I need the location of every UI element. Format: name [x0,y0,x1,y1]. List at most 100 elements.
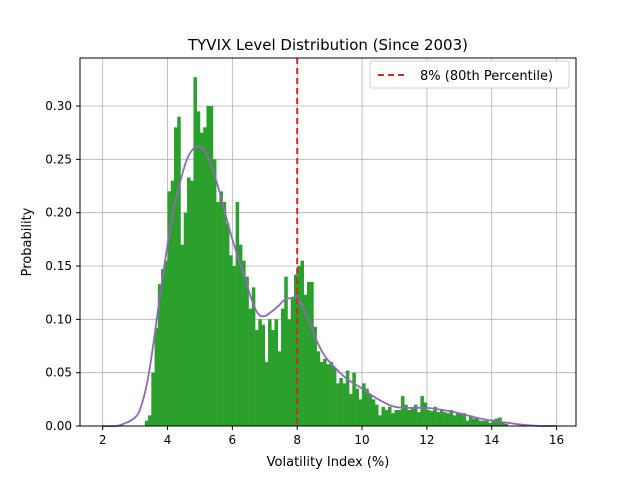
histogram-bar [300,260,304,426]
histogram-bar [433,406,437,426]
histogram-bar [452,415,457,426]
histogram-bar [264,362,269,426]
histogram-bar [491,419,496,426]
histogram-bar [261,324,266,426]
histogram-bars [144,77,509,427]
x-tick-label: 12 [419,433,434,447]
x-tick-label: 4 [164,433,172,447]
histogram-bar [290,298,295,426]
histogram-bar [400,396,405,426]
histogram-bar [193,77,198,426]
chart-title: TYVIX Level Distribution (Since 2003) [187,36,468,54]
histogram-bar [293,274,298,426]
histogram-bar [287,319,292,426]
histogram-bar [381,406,386,426]
histogram-bar [472,418,476,426]
histogram-bar [378,415,382,426]
kde-curve [102,145,557,428]
histogram-bar [167,191,172,426]
histogram-bar [349,394,353,426]
histogram-bar [319,362,324,426]
histogram-bar [306,282,311,426]
histogram-bar [475,418,480,426]
x-axis-label: Volatility Index (%) [267,455,390,470]
histogram-bar [225,223,230,426]
y-tick-label: 0.30 [45,99,72,113]
histogram-bar [238,244,243,426]
histogram-bar [174,127,178,426]
histogram-bar [219,191,223,426]
histogram-bar [323,358,327,426]
tick-marks: 2 4 6 8 10 12 14 16 0.00 0.05 0.10 0.15 0.20 0.25 0.30 [45,99,564,447]
histogram-bar [485,420,489,426]
histogram-bar [423,402,428,426]
y-tick-label: 0.25 [45,152,72,166]
histogram-bar [222,202,227,426]
histogram-bar [164,260,168,426]
histogram-bar [245,276,249,426]
histogram-bar [190,180,194,426]
y-tick-label: 0.00 [45,419,72,433]
histogram-bar [199,132,204,426]
histogram-bar [436,412,441,426]
legend-box [369,60,570,89]
histogram-bar [248,308,253,426]
histogram-bar [255,330,259,426]
legend: 8% (80th Percentile) [369,60,570,89]
histogram-bar [157,284,162,426]
axes-frame [79,57,577,427]
histogram-bar [313,326,317,426]
x-tick-label: 2 [99,433,107,447]
histogram-bar [345,370,350,426]
histogram-bar [391,413,395,426]
histogram-bar [371,399,376,426]
histogram-bar [459,413,463,426]
histogram-bar [481,420,486,426]
histogram-bar [449,410,454,426]
histogram-bar [394,410,398,426]
histogram-bar [151,372,155,426]
histogram-bar [397,410,402,426]
histogram-bar [229,255,233,426]
histogram-bar [501,422,505,426]
histogram-bar [316,351,321,426]
x-tick-label: 16 [549,433,564,447]
y-tick-label: 0.05 [45,366,72,380]
histogram-bar [154,327,159,426]
histogram-bar [407,410,411,426]
histogram-bar [203,127,207,426]
histogram-bar [180,244,185,426]
histogram-bar [384,410,389,426]
histogram-bar [375,404,379,426]
histogram-bar [426,410,431,426]
kde-curve-group [102,145,557,428]
histogram-bar [303,294,308,426]
histogram-bar [284,276,288,426]
histogram-bar [469,415,473,426]
histogram-bar [332,367,337,426]
histogram-bar [268,319,272,426]
x-tick-label: 14 [484,433,499,447]
histogram-bar [209,106,214,426]
histogram-bar [504,423,509,426]
histogram-bar [144,420,149,426]
histogram-bar [456,413,460,426]
histogram-bar [274,319,279,426]
histogram-bar [177,116,181,427]
histogram-bar [355,388,360,426]
histogram-bar [336,383,340,426]
histogram-bar [420,396,424,426]
histogram-bar [183,212,188,426]
y-tick-label: 0.10 [45,312,72,326]
y-tick-label: 0.15 [45,259,72,273]
histogram-bar [368,394,373,426]
histogram-bar [196,111,201,426]
histogram-bar [206,106,210,426]
y-tick-label: 0.20 [45,206,72,220]
histogram-bar [326,364,330,426]
histogram-bar [404,404,408,426]
histogram-bar [242,260,246,426]
histogram-bar [430,411,434,426]
histogram-bar [342,383,347,426]
